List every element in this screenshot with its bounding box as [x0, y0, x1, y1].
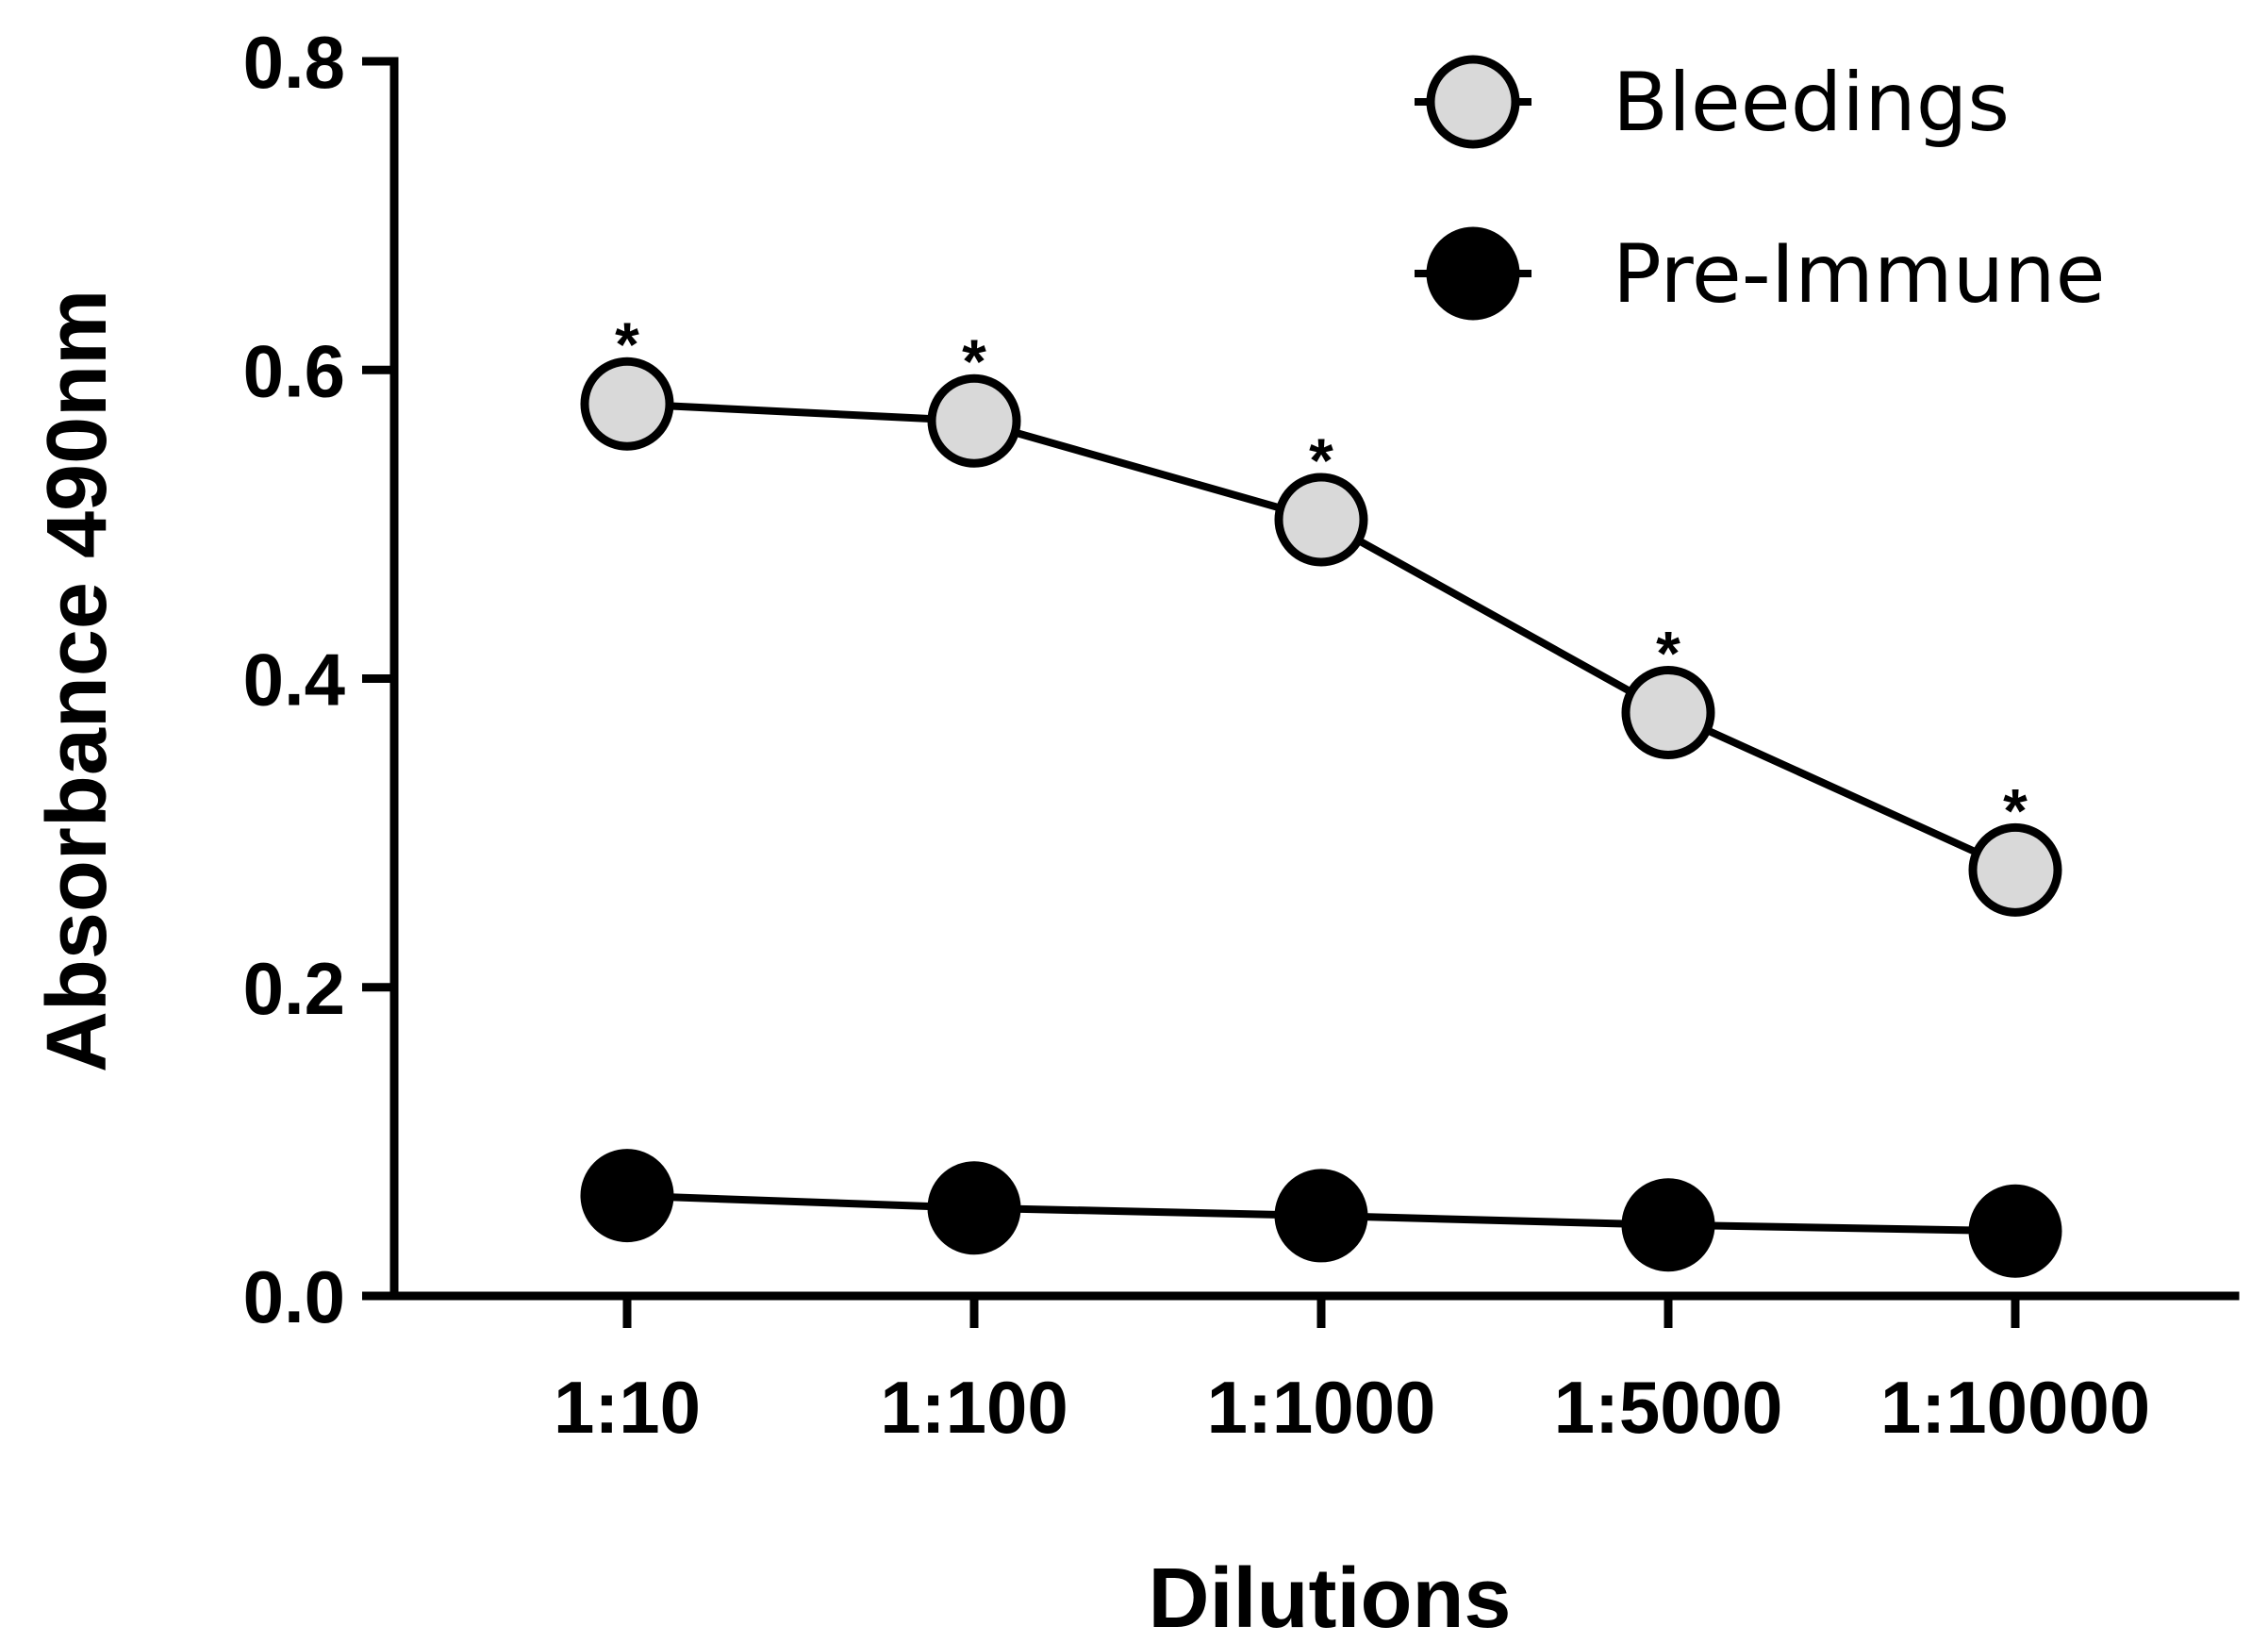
significance-marker: *: [615, 309, 639, 379]
data-point: [580, 357, 674, 451]
series-points: [580, 357, 2062, 1278]
legend-label: Pre-Immune: [1613, 227, 2106, 322]
x-tick-label: 1:10000: [1880, 1366, 2150, 1449]
x-axis-title: Dilutions: [1149, 1552, 1512, 1643]
x-tick-label: 1:5000: [1554, 1366, 1783, 1449]
legend-marker: [1426, 226, 1520, 321]
y-axis-title: Absorbance 490nm: [30, 290, 124, 1072]
x-tick-label: 1:1000: [1207, 1366, 1436, 1449]
significance-marker: *: [962, 326, 986, 396]
significance-marker: *: [1656, 618, 1680, 688]
legend-label: Bleedings: [1613, 56, 2010, 150]
data-point: [1968, 822, 2062, 917]
data-point: [1968, 1184, 2062, 1278]
y-tick-label: 0.6: [243, 329, 345, 412]
y-tick-label: 0.2: [243, 947, 345, 1030]
legend: Bleedings Pre-Immune: [1415, 55, 2106, 322]
x-tick-label: 1:100: [880, 1366, 1068, 1449]
y-tick-label: 0.8: [243, 21, 345, 104]
x-tick-label: 1:10: [554, 1366, 701, 1449]
data-point: [580, 1149, 674, 1243]
annotations: * * * * *: [615, 309, 2028, 845]
data-point: [1274, 473, 1368, 567]
y-tick-label: 0.0: [243, 1255, 345, 1338]
significance-marker: *: [1309, 425, 1333, 495]
significance-marker: *: [2003, 775, 2028, 845]
data-point: [1274, 1169, 1368, 1263]
axes: 0.0 0.2 0.4 0.6 0.8 1:10 1:100 1:1000 1:5000 1:10…: [243, 21, 2240, 1449]
legend-marker: [1426, 55, 1520, 149]
data-point: [927, 1161, 1021, 1255]
y-tick-label: 0.4: [243, 639, 345, 722]
data-point: [927, 373, 1021, 468]
data-point: [1621, 665, 1715, 759]
data-point: [1621, 1178, 1715, 1272]
